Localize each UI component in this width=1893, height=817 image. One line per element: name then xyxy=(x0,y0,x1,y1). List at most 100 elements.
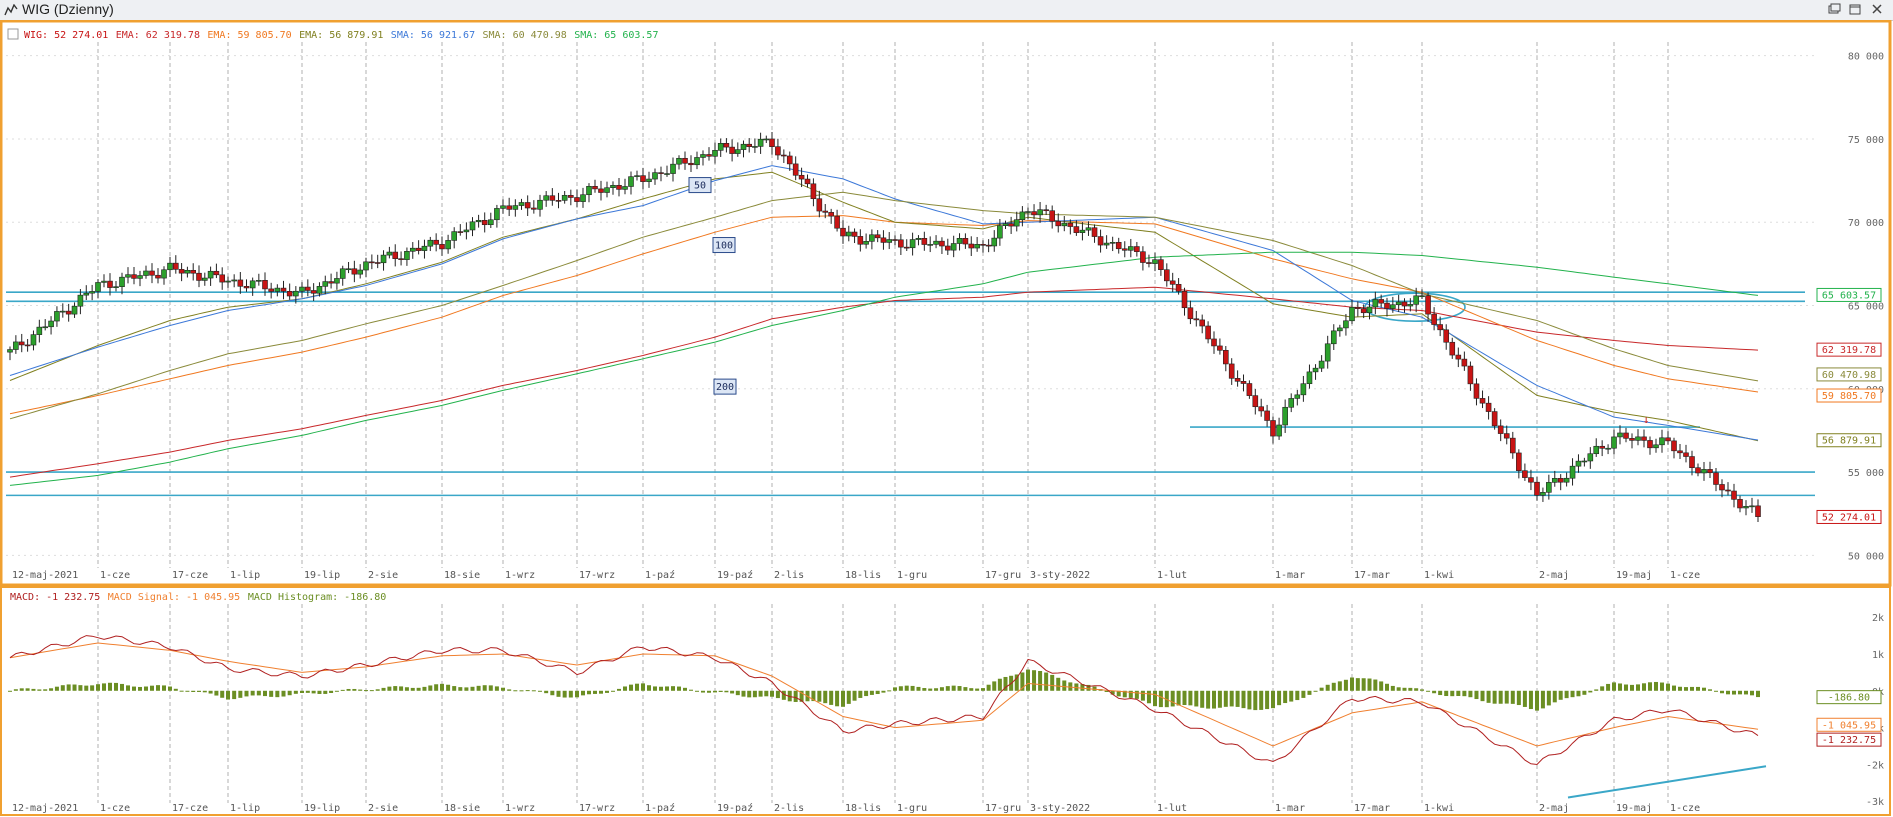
candle-body xyxy=(286,291,293,297)
macd-histogram-bar xyxy=(1528,690,1533,710)
candle-body xyxy=(1252,395,1259,408)
macd-histogram-bar xyxy=(1271,690,1275,709)
macd-histogram-bar xyxy=(1367,678,1372,691)
ma-badge-label: 200 xyxy=(716,382,734,393)
candle-body xyxy=(1330,330,1337,345)
macd-histogram-bar xyxy=(202,690,207,693)
macd-histogram-bar xyxy=(1414,688,1419,691)
price-value-tag: 62 319.78 xyxy=(1822,345,1876,356)
candle-body xyxy=(1294,394,1301,399)
macd-histogram-bar xyxy=(1295,690,1300,701)
macd-histogram-bar xyxy=(375,689,380,691)
candle-body xyxy=(48,320,54,328)
candle-body xyxy=(386,251,393,256)
candle-body xyxy=(107,280,113,288)
macd-histogram-bar xyxy=(1307,690,1312,695)
candle-body xyxy=(178,269,185,274)
candle-body xyxy=(1360,308,1367,314)
macd-histogram-bar xyxy=(1606,683,1611,691)
macd-histogram-bar xyxy=(1570,690,1575,698)
candle-body xyxy=(1031,211,1037,216)
candle-body xyxy=(1276,424,1282,437)
candle-body xyxy=(1701,469,1707,474)
macd-histogram-bar xyxy=(951,685,956,691)
candle-body xyxy=(345,268,352,271)
candle-body xyxy=(1653,444,1659,449)
candle-body xyxy=(427,239,434,247)
macd-histogram-bar xyxy=(1283,690,1288,704)
candle-body xyxy=(1115,242,1122,250)
candle-body xyxy=(1551,478,1558,483)
macd-histogram-bar xyxy=(31,688,36,691)
macd-histogram-bar xyxy=(1026,669,1030,691)
candle-body xyxy=(299,286,305,292)
price-date-label: 17-cze xyxy=(172,570,208,581)
price-value-tag: 59 805.70 xyxy=(1822,391,1876,402)
candle-body xyxy=(1431,313,1437,325)
macd-histogram-bar xyxy=(997,678,1002,691)
macd-histogram-bar xyxy=(173,688,178,691)
macd-histogram-bar xyxy=(1546,690,1551,706)
macd-histogram-bar xyxy=(647,685,651,691)
chart-line-icon xyxy=(4,3,18,19)
macd-histogram-bar xyxy=(1462,690,1467,697)
candle-body xyxy=(161,269,167,279)
candle-body xyxy=(810,183,817,200)
candle-body xyxy=(939,240,945,247)
macd-histogram-bar xyxy=(752,690,757,698)
macd-histogram-bar xyxy=(1104,690,1109,692)
macd-histogram-bar xyxy=(162,685,166,691)
candle-body xyxy=(880,237,887,243)
macd-histogram-bar xyxy=(519,690,524,692)
macd-histogram-bar xyxy=(1666,683,1670,691)
candle-body xyxy=(1425,295,1431,315)
macd-histogram-bar xyxy=(440,683,444,691)
candle-body xyxy=(351,268,358,275)
macd-histogram-bar xyxy=(494,686,499,691)
macd-date-label: 19-maj xyxy=(1616,803,1652,814)
candle-body xyxy=(95,282,101,292)
macd-date-label: 1-gru xyxy=(897,803,927,814)
candle-body xyxy=(196,272,202,281)
candle-body xyxy=(1264,410,1270,421)
candle-body xyxy=(13,341,19,350)
macd-value-tag-box xyxy=(1816,717,1882,732)
macd-histogram-bar xyxy=(568,690,573,698)
candle-body xyxy=(310,290,317,294)
macd-histogram-bar xyxy=(1301,690,1306,698)
macd-histogram-bar xyxy=(575,690,579,698)
macd-date-label: 18-lis xyxy=(845,803,881,814)
macd-histogram-bar xyxy=(898,686,903,691)
candle-body xyxy=(1401,301,1408,307)
macd-histogram-bar xyxy=(1558,690,1563,700)
macd-histogram-bar xyxy=(84,685,89,691)
macd-histogram-bar xyxy=(852,690,857,701)
macd-histogram-bar xyxy=(764,690,769,697)
candle-body xyxy=(190,269,196,274)
restore-icon[interactable] xyxy=(1848,2,1862,16)
price-date-label: 18-lis xyxy=(845,570,881,581)
candle-body xyxy=(956,238,963,244)
candle-body xyxy=(54,311,60,322)
macd-histogram-bar xyxy=(108,682,112,691)
close-icon[interactable] xyxy=(1870,2,1884,16)
macd-histogram-bar xyxy=(635,683,639,691)
macd-histogram-bar xyxy=(1235,690,1240,707)
macd-histogram-bar xyxy=(1594,689,1599,691)
candle-body xyxy=(634,175,640,177)
candle-body xyxy=(968,243,975,249)
ma-badge-box xyxy=(713,378,737,395)
chart-area[interactable]: 12-maj-2021 12-maj-2021 1-cze 1-cze 17-cze 17… xyxy=(0,20,1893,817)
candle-body xyxy=(1337,327,1343,332)
moving-average-line xyxy=(9,251,1759,486)
candle-body xyxy=(1091,227,1098,237)
macd-line xyxy=(9,635,1759,766)
macd-histogram-bar xyxy=(1444,690,1449,697)
price-date-label: 1-lut xyxy=(1157,570,1187,581)
price-date-label: 17-gru xyxy=(985,570,1021,581)
minimize-icon[interactable] xyxy=(1827,2,1841,16)
moving-average-line xyxy=(9,286,1759,478)
macd-histogram-bar xyxy=(1086,684,1091,691)
macd-histogram-bar xyxy=(1426,690,1431,692)
macd-histogram-bar xyxy=(1068,682,1073,691)
